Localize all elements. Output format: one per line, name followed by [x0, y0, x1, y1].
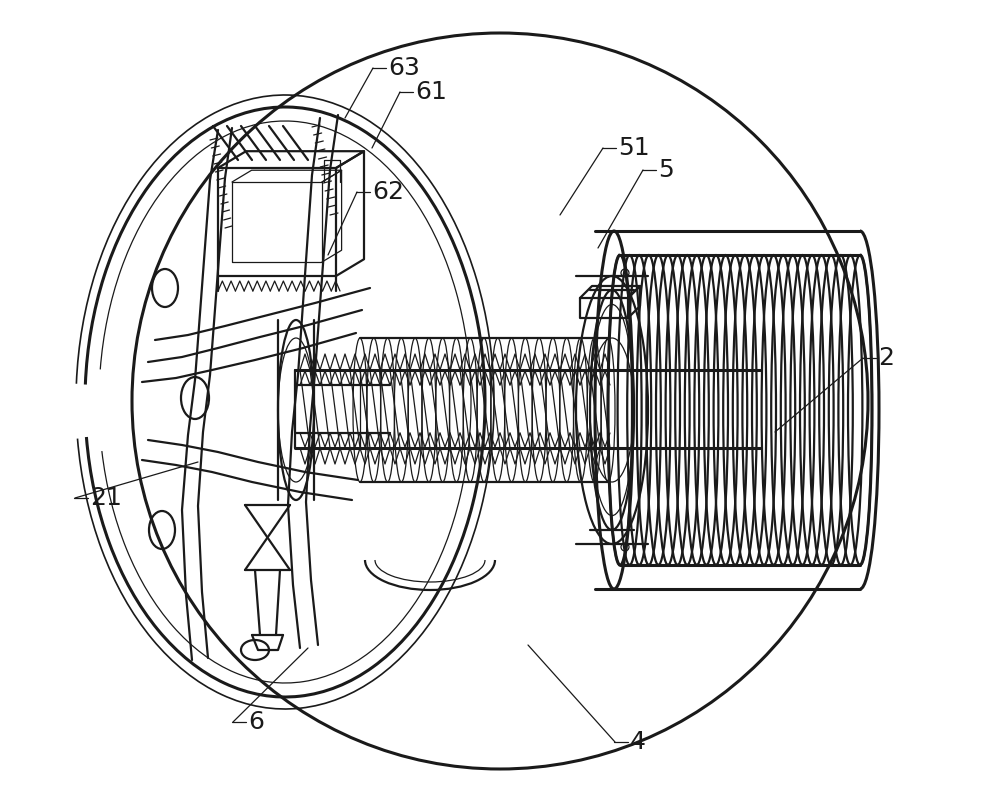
Text: 4: 4 — [630, 730, 646, 754]
Text: 51: 51 — [618, 136, 650, 160]
Text: 6: 6 — [248, 710, 264, 734]
Text: 63: 63 — [388, 56, 420, 80]
Text: 5: 5 — [658, 158, 674, 182]
Text: 21: 21 — [90, 486, 122, 510]
Text: 2: 2 — [878, 346, 894, 370]
Text: 62: 62 — [372, 180, 404, 204]
Text: 61: 61 — [415, 80, 447, 104]
